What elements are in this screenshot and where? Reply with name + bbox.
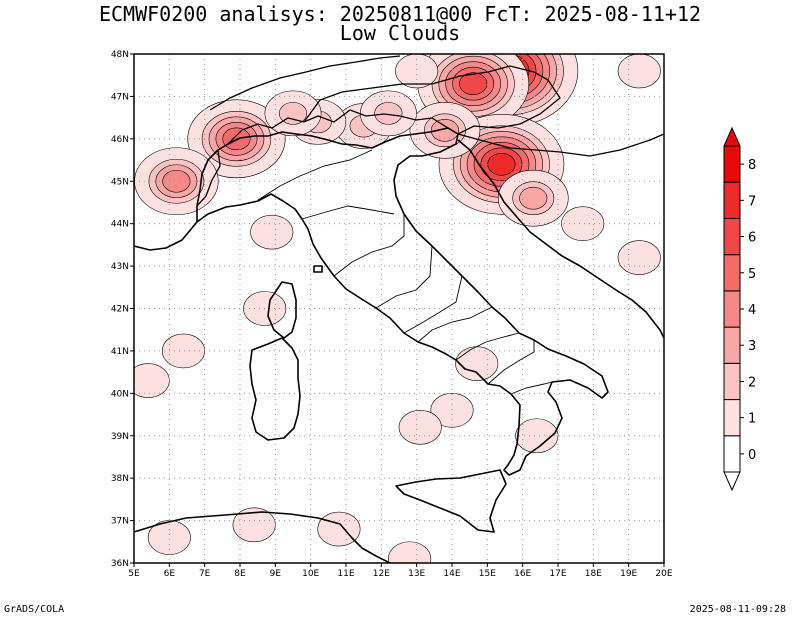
france-coast xyxy=(134,221,198,251)
lon-tick-label: 9E xyxy=(270,569,282,579)
corsica-coast xyxy=(267,281,297,339)
colorbar-max-arrow xyxy=(723,126,741,147)
lat-tick-label: 41N xyxy=(111,347,129,357)
lon-tick-label: 11E xyxy=(337,569,354,579)
sicily-coast xyxy=(395,469,507,533)
lat-tick-label: 44N xyxy=(111,220,129,230)
cloud-cell-25-level-1 xyxy=(388,541,432,563)
lat-tick-label: 47N xyxy=(111,92,129,102)
colorbar-label: 2 xyxy=(748,375,756,390)
lon-tick-label: 10E xyxy=(302,569,319,579)
cloud-cell-3-level-5 xyxy=(222,127,251,151)
colorbar-legend: 0 1 2 3 4 5 6 7 8 xyxy=(723,126,756,492)
cloud-cell-10-level-2 xyxy=(374,102,403,125)
cloud-cell-17-level-1 xyxy=(134,363,170,398)
colorbar-segment xyxy=(723,217,741,256)
map-title: ECMWF0200 analisys: 20250811@00 FcT: 202… xyxy=(98,2,702,26)
sardinia-coast xyxy=(249,337,301,441)
cloud-cell-4-level-4 xyxy=(162,169,191,193)
north-africa-coast xyxy=(134,511,391,563)
lon-tick-label: 5E xyxy=(128,569,140,579)
lat-tick-label: 46N xyxy=(111,135,129,145)
lon-tick-label: 14E xyxy=(443,569,460,579)
footer-software-label: GrADS/COLA xyxy=(4,604,65,615)
political-borders xyxy=(196,55,664,207)
lon-tick-label: 17E xyxy=(549,569,566,579)
cloud-field xyxy=(134,54,661,563)
colorbar-label: 4 xyxy=(748,303,756,318)
lon-tick-label: 7E xyxy=(199,569,211,579)
colorbar-label: 0 xyxy=(748,448,756,463)
lon-tick-label: 6E xyxy=(164,569,176,579)
colorbar-segment xyxy=(723,399,741,437)
lat-tick-label: 48N xyxy=(111,50,129,60)
lat-lon-grid xyxy=(134,54,664,563)
colorbar-segment xyxy=(723,435,741,473)
elba-coast xyxy=(313,265,323,273)
lat-tick-label: 37N xyxy=(111,517,129,527)
lon-tick-label: 13E xyxy=(408,569,425,579)
lat-tick-label: 39N xyxy=(111,432,129,442)
lat-tick-label: 42N xyxy=(111,305,129,315)
axis-labels: 5E 6E 7E 8E 9E 10E 11E 12E 13E 14E 15E 16E 17E 18E 19E… xyxy=(111,50,673,579)
colorbar-segment xyxy=(723,290,741,328)
map-subtitle: Low Clouds xyxy=(339,21,461,45)
lat-tick-label: 38N xyxy=(111,474,129,484)
lat-tick-label: 45N xyxy=(111,177,129,187)
austria-border xyxy=(303,65,561,135)
colorbar-segment xyxy=(723,326,741,364)
lon-tick-label: 8E xyxy=(234,569,246,579)
cloud-cell-1-level-6 xyxy=(459,72,488,95)
lon-tick-label: 20E xyxy=(655,569,672,579)
cloud-cell-18-level-1 xyxy=(161,333,206,369)
lon-tick-label: 18E xyxy=(585,569,602,579)
lat-tick-label: 40N xyxy=(111,389,129,399)
balkan-coast xyxy=(457,139,664,339)
colorbar-label: 6 xyxy=(748,231,756,246)
lon-tick-label: 16E xyxy=(514,569,531,579)
cloud-cell-14-level-1 xyxy=(561,206,605,241)
colorbar-label: 3 xyxy=(748,339,756,354)
germany-border xyxy=(209,55,401,111)
colorbar-segment xyxy=(723,181,741,219)
cloud-cell-13-level-1 xyxy=(617,240,661,275)
cloud-cell-20-level-1 xyxy=(515,418,559,454)
cloud-cell-12-level-1 xyxy=(617,54,661,89)
region-borders xyxy=(257,149,553,395)
lat-tick-label: 43N xyxy=(111,262,129,272)
croatia-border xyxy=(457,133,664,157)
lon-tick-label: 12E xyxy=(373,569,390,579)
coastlines xyxy=(134,127,664,563)
colorbar-label: 8 xyxy=(748,158,756,173)
cloud-cell-16-level-1 xyxy=(250,214,294,250)
colorbar-min-arrow xyxy=(723,471,741,492)
colorbar-label: 5 xyxy=(748,267,756,282)
cloud-cell-19-level-1 xyxy=(430,392,474,428)
cloud-cell-5-level-3 xyxy=(519,186,548,210)
cloud-cell-26-level-1 xyxy=(455,346,499,381)
cloud-cell-11-level-1 xyxy=(395,54,439,89)
lon-tick-label: 15E xyxy=(479,569,496,579)
colorbar-segment xyxy=(723,362,741,401)
cloud-cell-2-level-7 xyxy=(487,152,516,176)
colorbar-segment xyxy=(723,254,741,292)
footer-timestamp: 2025-08-11-09:28 xyxy=(689,604,786,615)
lon-tick-label: 19E xyxy=(620,569,637,579)
colorbar-segment xyxy=(723,145,741,183)
cloud-cell-21-level-1 xyxy=(398,409,442,445)
colorbar-label: 1 xyxy=(748,412,756,427)
italy-mainland-coast xyxy=(196,127,609,476)
colorbar-label: 7 xyxy=(748,194,756,209)
cloud-cell-24-level-1 xyxy=(317,511,361,547)
lat-tick-label: 36N xyxy=(111,559,129,569)
